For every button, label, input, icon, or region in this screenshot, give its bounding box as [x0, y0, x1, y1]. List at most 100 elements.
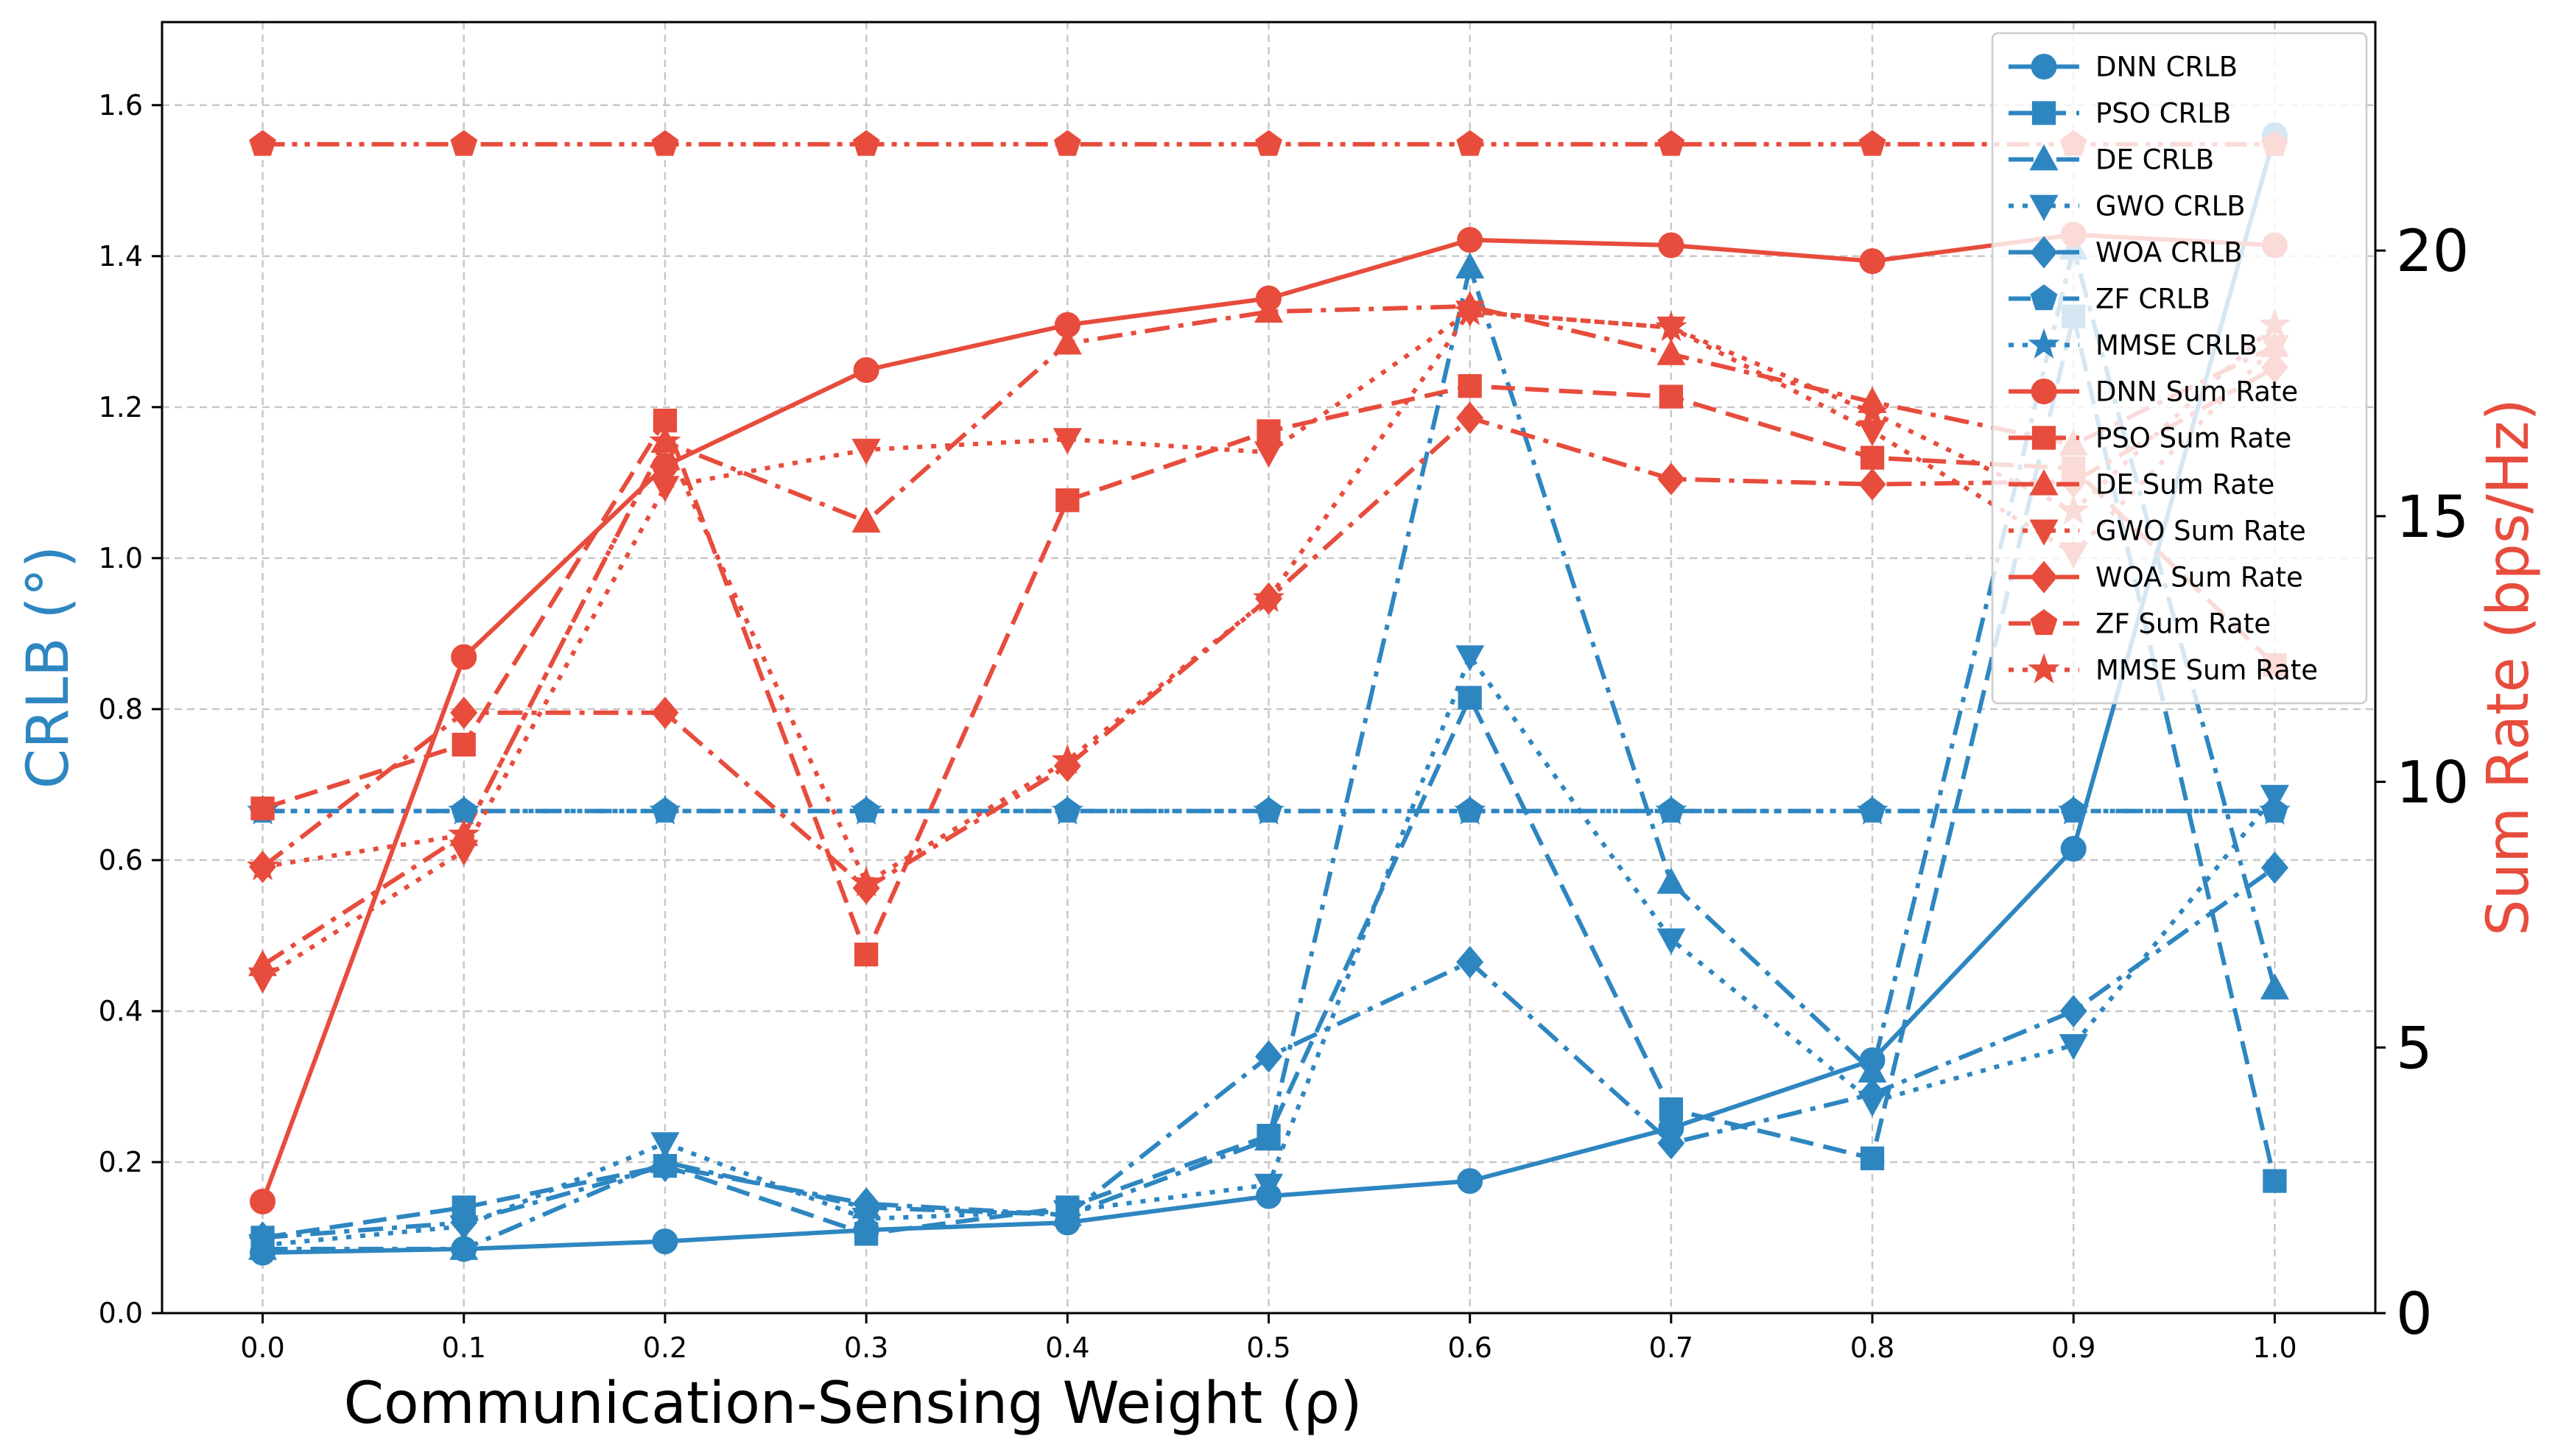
x-tick-label-3: 0.3 — [844, 1332, 888, 1364]
series-3-point-9 — [2059, 1034, 2088, 1061]
right-tick-label-0: 0 — [2396, 1281, 2433, 1348]
series-12-point-7 — [1657, 130, 1685, 156]
legend-label-2: DE CRLB — [2095, 144, 2214, 176]
right-axis-label: Sum Rate (bps/Hz) — [2476, 398, 2542, 936]
series-13-point-5 — [1252, 581, 1285, 613]
series-12-point-6 — [1456, 130, 1484, 156]
series-13-point-6 — [1454, 295, 1486, 326]
x-tick-label-0: 0.0 — [240, 1332, 284, 1364]
series-8-point-0 — [250, 796, 275, 820]
legend-label-6: MMSE CRLB — [2095, 330, 2257, 362]
series-4-point-4 — [1053, 1198, 1081, 1231]
series-13-point-0 — [246, 850, 279, 881]
left-tick-label-8: 1.6 — [99, 89, 143, 122]
series-13-point-3 — [850, 865, 882, 897]
series-12-point-3 — [852, 130, 880, 156]
series-8-point-7 — [1659, 384, 1684, 409]
series-4-point-0 — [249, 1221, 277, 1254]
series-3-point-5 — [1254, 1173, 1284, 1200]
x-tick-label-7: 0.7 — [1649, 1332, 1693, 1364]
right-tick-label-4: 20 — [2396, 219, 2469, 285]
x-tick-label-8: 0.8 — [1850, 1332, 1894, 1364]
series-7-point-3 — [853, 357, 879, 384]
series-10-point-0 — [248, 967, 278, 994]
legend-marker-11 — [2030, 560, 2058, 594]
series-8-point-4 — [1055, 488, 1080, 513]
series-13-point-7 — [1655, 311, 1687, 342]
series-4-point-2 — [651, 1150, 679, 1183]
series-6-point-5 — [1252, 794, 1285, 825]
series-2-point-7 — [1656, 868, 1686, 894]
series-7-point-7 — [1658, 232, 1684, 259]
series-2-point-1 — [449, 1234, 479, 1260]
x-tick-label-5: 0.5 — [1246, 1332, 1290, 1364]
left-tick-label-5: 1.0 — [99, 542, 143, 574]
left-axis-label: CRLB (°) — [15, 546, 82, 789]
x-tick-label-1: 0.1 — [442, 1332, 486, 1364]
legend-label-7: DNN Sum Rate — [2095, 376, 2298, 408]
series-8-point-3 — [854, 942, 879, 967]
series-9-point-7 — [1656, 339, 1686, 365]
left-tick-label-4: 0.8 — [99, 693, 143, 725]
series-6-point-1 — [448, 794, 480, 825]
legend-label-1: PSO CRLB — [2095, 98, 2231, 130]
series-13-point-4 — [1051, 743, 1083, 775]
series-9-point-4 — [1053, 328, 1082, 355]
series-6-point-6 — [1454, 794, 1486, 825]
series-13-point-2 — [649, 425, 681, 456]
left-tick-label-1: 0.2 — [99, 1146, 143, 1178]
legend-label-5: ZF CRLB — [2095, 284, 2210, 315]
series-9-point-5 — [1254, 296, 1284, 323]
series-7-point-6 — [1457, 227, 1483, 253]
series-6-point-7 — [1655, 794, 1687, 825]
series-1-point-8 — [1860, 1146, 1885, 1170]
series-1-point-10 — [2263, 1169, 2287, 1193]
series-0-point-6 — [1457, 1168, 1483, 1195]
legend-label-10: GWO Sum Rate — [2095, 516, 2306, 547]
series-10-point-5 — [1254, 441, 1284, 468]
series-9-point-3 — [851, 506, 881, 533]
series-0-point-9 — [2060, 836, 2087, 862]
legend-label-11: WOA Sum Rate — [2095, 562, 2303, 594]
series-6-point-2 — [649, 794, 681, 825]
legend-marker-7 — [2031, 379, 2057, 404]
series-12-point-1 — [450, 130, 478, 156]
series-12-point-2 — [651, 130, 679, 156]
legend-label-13: MMSE Sum Rate — [2095, 655, 2318, 686]
series-11-point-6 — [1456, 401, 1484, 435]
series-10-point-2 — [650, 476, 680, 502]
series-11-point-8 — [1858, 468, 1886, 501]
series-6-point-9 — [2057, 794, 2090, 825]
series-4-point-3 — [852, 1187, 880, 1220]
legend-marker-2 — [2029, 144, 2059, 171]
series-3-point-6 — [1455, 645, 1485, 672]
right-tick-label-2: 10 — [2396, 750, 2469, 817]
legend-marker-3 — [2029, 194, 2059, 222]
x-axis-label: Communication-Sensing Weight (ρ) — [344, 1371, 1363, 1437]
legend-marker-1 — [2031, 101, 2056, 125]
series-4-point-5 — [1255, 1040, 1282, 1073]
legend-marker-13 — [2028, 653, 2060, 683]
series-6-point-10 — [2258, 794, 2291, 825]
series-4-point-10 — [2260, 851, 2288, 884]
series-2-point-10 — [2260, 973, 2289, 1000]
legend-label-12: ZF Sum Rate — [2095, 608, 2271, 640]
series-line-9 — [261, 303, 2276, 968]
series-6-point-3 — [850, 794, 882, 825]
left-tick-label-6: 1.2 — [99, 391, 143, 423]
legend-marker-12 — [2030, 609, 2058, 636]
legend-label-4: WOA CRLB — [2095, 237, 2243, 269]
left-tick-label-2: 0.4 — [99, 995, 143, 1027]
series-7-point-2 — [652, 452, 678, 479]
series-0-point-2 — [652, 1228, 678, 1255]
series-6-point-8 — [1856, 794, 1888, 825]
x-tick-label-2: 0.2 — [643, 1332, 687, 1364]
series-8-point-5 — [1257, 419, 1281, 443]
legend-label-3: GWO CRLB — [2095, 191, 2246, 222]
legend-marker-9 — [2029, 468, 2059, 496]
series-3-point-7 — [1656, 928, 1686, 955]
series-11-point-2 — [651, 696, 679, 729]
series-2-point-6 — [1455, 252, 1485, 279]
series-7-point-0 — [250, 1189, 276, 1215]
legend-marker-10 — [2029, 519, 2059, 546]
